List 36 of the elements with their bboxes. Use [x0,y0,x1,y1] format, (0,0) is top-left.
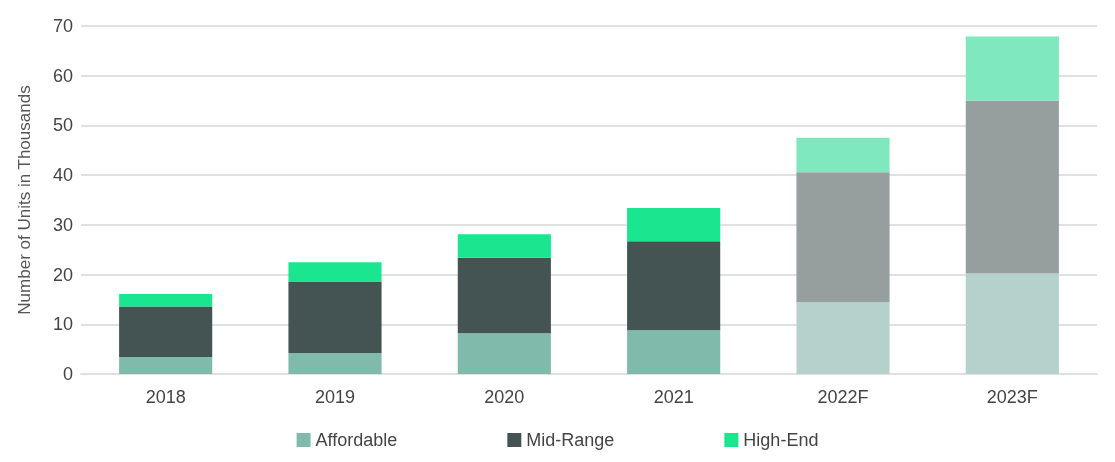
y-tick-label: 40 [52,165,73,186]
bar [457,333,551,374]
y-axis-title: Number of Units in Thousands [15,85,34,315]
y-tick-label: 10 [52,314,73,335]
y-tick-label: 50 [52,115,73,136]
bar [965,273,1059,374]
x-tick-label: 2022F [817,387,869,407]
legend-label: Mid-Range [526,430,615,450]
x-tick-label: 2021 [653,387,694,407]
legend-label: High-End [743,430,819,450]
x-tick-label: 2023F [986,387,1038,407]
bar [119,293,213,307]
x-tick-label: 2019 [314,387,356,407]
bar [627,241,721,331]
bar [965,100,1059,274]
bar [457,257,551,334]
legend-label: Affordable [315,430,398,450]
y-tick-label: 20 [52,264,73,285]
y-tick-label: 70 [52,16,73,36]
y-tick-label: 60 [52,65,73,86]
bar [119,306,213,358]
bar [796,137,890,173]
bar [965,36,1059,101]
bar [288,353,382,374]
bar [288,262,382,282]
bar [796,172,890,302]
bar [627,207,721,242]
y-tick-label: 0 [62,364,73,384]
bar [457,234,551,258]
bar [627,330,721,374]
x-tick-label: 2018 [145,387,186,407]
x-tick-label: 2020 [484,387,525,407]
bar [288,281,382,354]
bar [119,357,213,374]
y-tick-label: 30 [52,214,73,235]
bar [796,301,890,374]
